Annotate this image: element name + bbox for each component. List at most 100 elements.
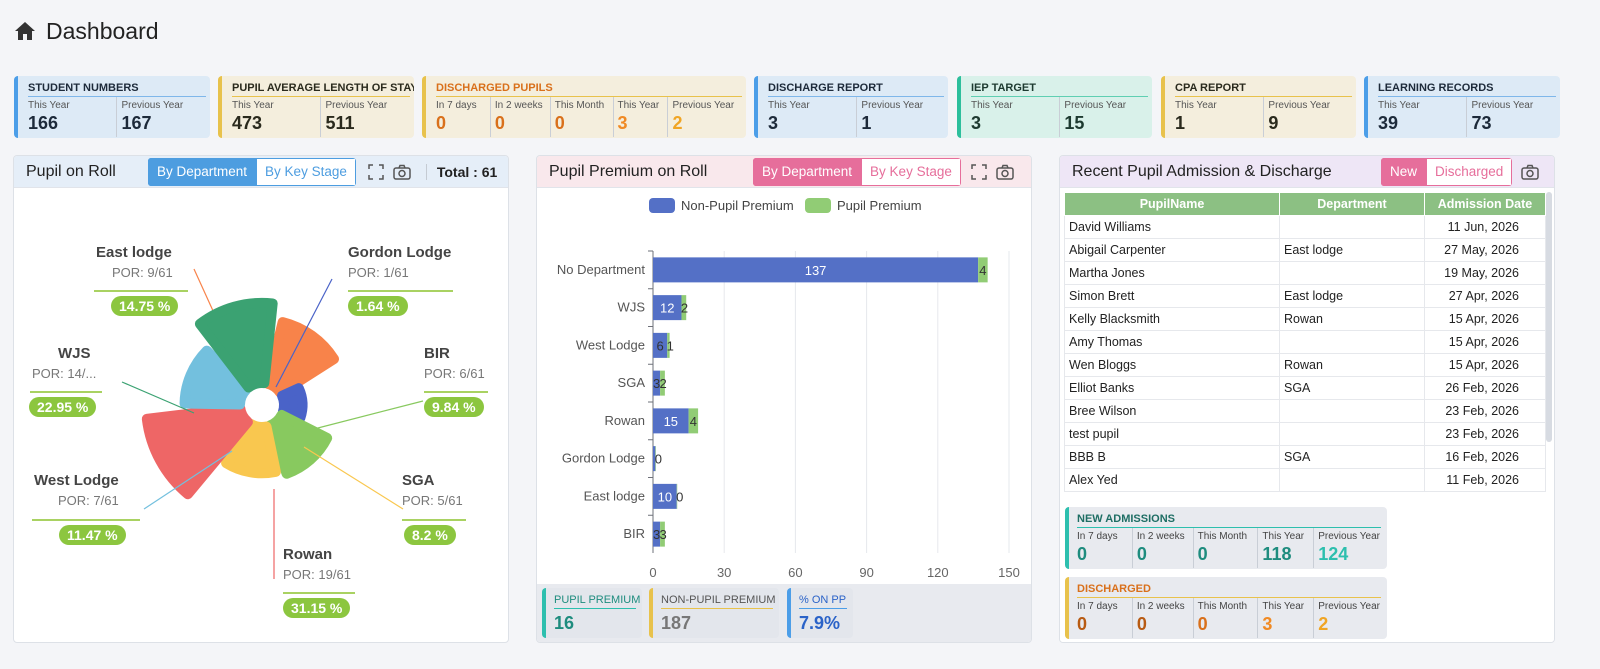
new-admissions-card[interactable]: NEW ADMISSIONS In 7 days 0 In 2 weeks 0 Th… — [1065, 507, 1387, 569]
table-row[interactable]: Amy Thomas 15 Apr, 2026 — [1064, 330, 1546, 354]
admission-date-cell: 11 Feb, 2026 — [1424, 468, 1546, 492]
card-value: 0 — [1077, 544, 1088, 564]
learning-records-card[interactable]: LEARNING RECORDS This Year 39 Previous Ye… — [1364, 76, 1560, 138]
by-key-stage-button[interactable]: By Key Stage — [256, 157, 356, 186]
label-underline — [424, 391, 488, 393]
table-row[interactable]: Wen Bloggs Rowan 15 Apr, 2026 — [1064, 353, 1546, 377]
card-label: In 7 days — [1077, 601, 1118, 612]
card-label: Previous Year — [1268, 100, 1331, 111]
x-tick-label: 0 — [649, 565, 656, 580]
card-label: In 7 days — [1077, 531, 1118, 542]
card-value: 0 — [1077, 614, 1088, 634]
column-header[interactable]: Department — [1279, 192, 1425, 216]
bar-segment[interactable] — [660, 370, 665, 396]
camera-icon[interactable] — [390, 160, 414, 184]
department-cell — [1279, 422, 1425, 446]
card-value: 3 — [617, 113, 628, 133]
pupil-name-cell: Martha Jones — [1064, 261, 1280, 285]
student-numbers-card[interactable]: STUDENT NUMBERS This Year 166 Previous Ye… — [14, 76, 210, 138]
fullscreen-icon[interactable] — [364, 160, 388, 184]
legend-label[interactable]: Non-Pupil Premium — [681, 198, 794, 213]
bar-segment[interactable] — [653, 257, 979, 283]
bar-segment[interactable] — [681, 295, 687, 321]
bar-segment[interactable] — [653, 408, 689, 434]
discharge-report-card[interactable]: DISCHARGE REPORT This Year 3 Previous Yea… — [754, 76, 948, 138]
pupil-name-cell: Abigail Carpenter — [1064, 238, 1280, 262]
bar-segment[interactable] — [676, 483, 678, 509]
table-row[interactable]: Elliot Banks SGA 26 Feb, 2026 — [1064, 376, 1546, 400]
bar-segment[interactable] — [653, 483, 677, 509]
admission-table-wrap[interactable]: PupilName Department Admission Date Davi… — [1064, 192, 1546, 492]
slice-label-east-lodge: East lodge POR: 9/61 — [96, 244, 173, 280]
discharged-card[interactable]: DISCHARGED In 7 days 0 In 2 weeks 0 This M… — [1065, 577, 1387, 639]
rose-slice[interactable] — [141, 402, 253, 500]
rose-slice[interactable] — [262, 317, 340, 399]
cpa-report-card[interactable]: CPA REPORT This Year 1 Previous Year 9 — [1161, 76, 1356, 138]
slice-name: WJS — [58, 345, 91, 362]
by-department-button[interactable]: By Department — [148, 157, 257, 186]
label-underline — [94, 290, 188, 292]
admission-date-cell: 23 Feb, 2026 — [1424, 399, 1546, 423]
by-key-stage-button[interactable]: By Key Stage — [861, 157, 961, 186]
discharged-pupils-card[interactable]: DISCHARGED PUPILS In 7 days 0 In 2 weeks 0… — [422, 76, 746, 138]
table-row[interactable]: Simon Brett East lodge 27 Apr, 2026 — [1064, 284, 1546, 308]
bar-segment[interactable] — [653, 295, 682, 321]
x-tick-label: 90 — [859, 565, 873, 580]
card-value: 0 — [1136, 544, 1147, 564]
slice-label-west-lodge: West Lodge POR: 7/61 — [34, 472, 119, 508]
rose-slice[interactable] — [277, 383, 308, 424]
table-row[interactable]: Kelly Blacksmith Rowan 15 Apr, 2026 — [1064, 307, 1546, 331]
pct-text: 31.15 % — [283, 598, 351, 618]
table-row[interactable]: test pupil 23 Feb, 2026 — [1064, 422, 1546, 446]
x-tick-label: 30 — [717, 565, 731, 580]
table-row[interactable]: Alex Yed 11 Feb, 2026 — [1064, 468, 1546, 492]
iep-target-card[interactable]: IEP TARGET This Year 3 Previous Year 15 — [957, 76, 1152, 138]
legend-swatch[interactable] — [649, 198, 675, 213]
slice-label-gordon-lodge: Gordon Lodge POR: 1/61 — [348, 244, 451, 280]
camera-icon[interactable] — [1518, 160, 1542, 184]
card-label: Previous Year — [1318, 531, 1380, 542]
new-button[interactable]: New — [1381, 157, 1427, 186]
bar-segment[interactable] — [688, 408, 699, 434]
rose-slice[interactable] — [194, 297, 278, 393]
card-label: This Year — [28, 100, 70, 111]
bar-segment[interactable] — [667, 332, 670, 358]
table-row[interactable]: Bree Wilson 23 Feb, 2026 — [1064, 399, 1546, 423]
card-value: 124 — [1318, 544, 1349, 564]
card-label: This Year — [768, 100, 810, 111]
table-row[interactable]: Martha Jones 19 May, 2026 — [1064, 261, 1546, 285]
bar-segment[interactable] — [660, 521, 665, 547]
table-scrollbar[interactable] — [1546, 192, 1552, 442]
table-row[interactable]: David Williams 11 Jun, 2026 — [1064, 215, 1546, 239]
table-row[interactable]: BBB B SGA 16 Feb, 2026 — [1064, 445, 1546, 469]
avg-stay-card[interactable]: PUPIL AVERAGE LENGTH OF STAY This Year 47… — [218, 76, 414, 138]
card-label: Previous Year — [325, 100, 388, 111]
rose-slice[interactable] — [264, 409, 333, 479]
fullscreen-icon[interactable] — [967, 160, 991, 184]
admission-date-cell: 27 May, 2026 — [1424, 238, 1546, 262]
bar-segment[interactable] — [653, 332, 668, 358]
table-row[interactable]: Abigail Carpenter East lodge 27 May, 2026 — [1064, 238, 1546, 262]
camera-icon[interactable] — [993, 160, 1017, 184]
bar-segment[interactable] — [655, 446, 656, 472]
by-department-button[interactable]: By Department — [753, 157, 862, 186]
legend-label[interactable]: Pupil Premium — [837, 198, 922, 213]
card-title: LEARNING RECORDS — [1378, 76, 1556, 97]
card-value: 2 — [1318, 614, 1329, 634]
card-label: Previous Year — [1471, 100, 1534, 111]
pupil-name-cell: Amy Thomas — [1064, 330, 1280, 354]
legend-swatch[interactable] — [805, 198, 831, 213]
page-title: Dashboard — [14, 16, 159, 46]
column-header[interactable]: Admission Date — [1424, 192, 1546, 216]
bar-segment[interactable] — [978, 257, 988, 283]
rose-slice[interactable] — [179, 345, 252, 410]
rose-slice[interactable] — [221, 418, 281, 479]
bar-segment[interactable] — [653, 446, 656, 472]
column-header[interactable]: PupilName — [1064, 192, 1280, 216]
card-value: 1 — [1175, 113, 1186, 133]
admission-date-cell: 15 Apr, 2026 — [1424, 307, 1546, 331]
discharged-button[interactable]: Discharged — [1426, 157, 1513, 186]
bar-segment[interactable] — [653, 521, 661, 547]
bar-segment[interactable] — [653, 370, 661, 396]
card-label: This Year — [971, 100, 1013, 111]
